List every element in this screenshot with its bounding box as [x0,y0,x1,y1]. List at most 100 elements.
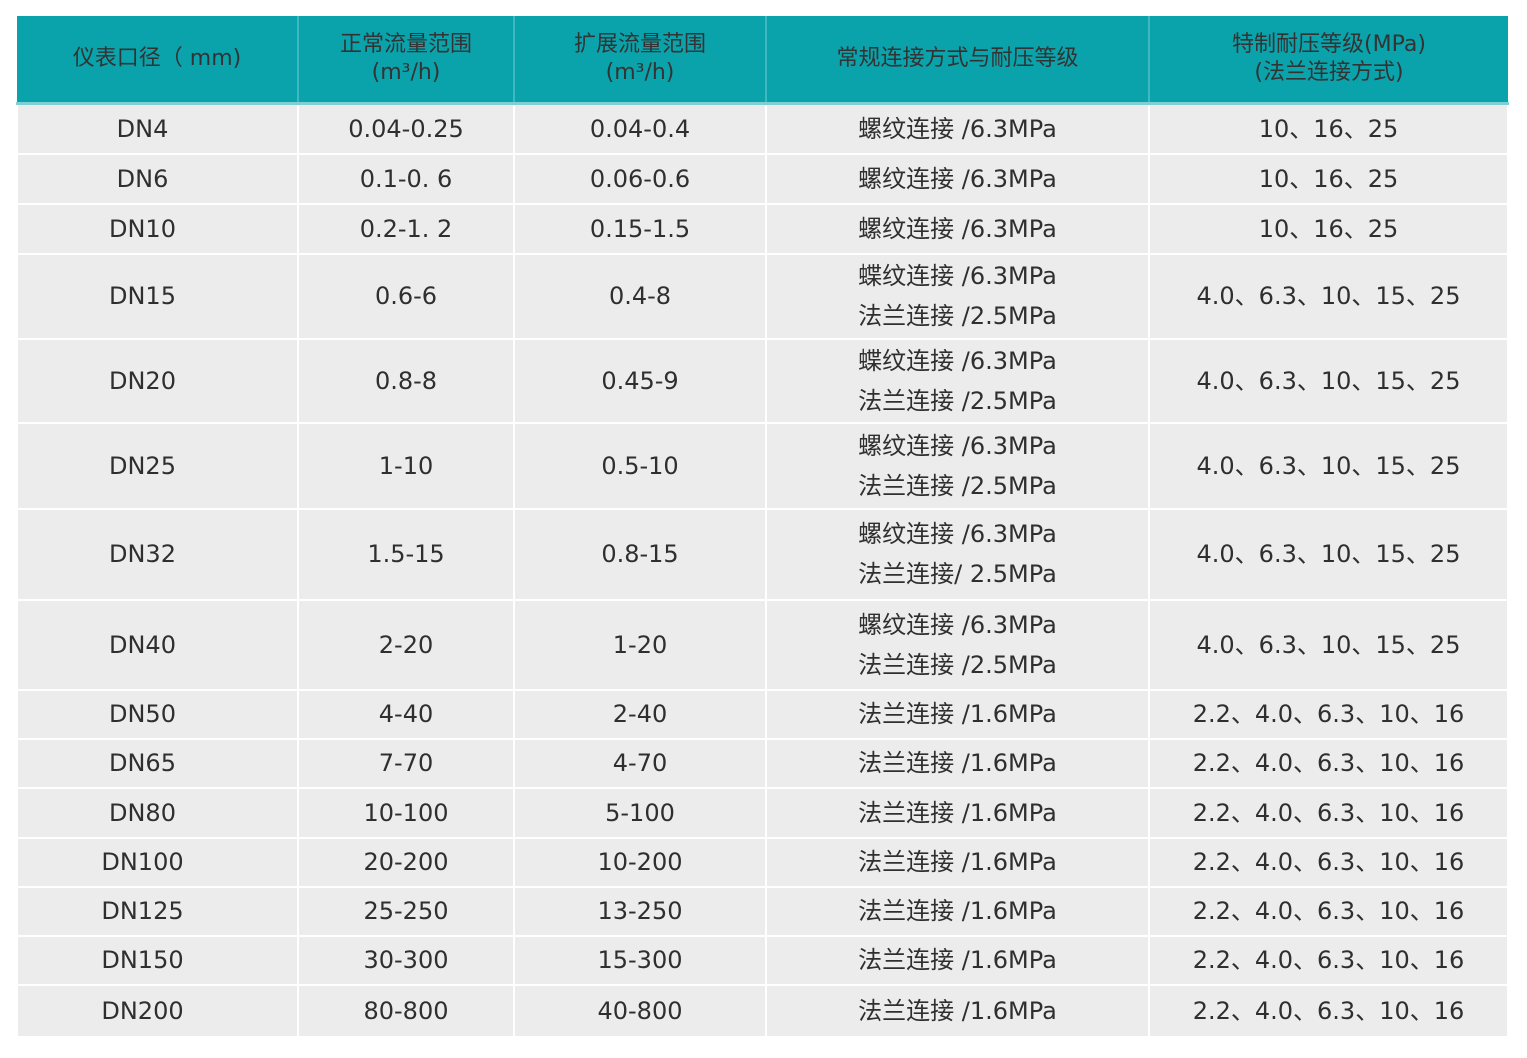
table-row: DN200 80-800 40-800 法兰连接 /1.6MPa 2.2、4.0、6.3… [16,983,1509,1038]
table-row: DN150 30-300 15-300 法兰连接 /1.6MPa 2.2、4.0、6.3… [16,934,1509,986]
cell-connection: 法兰连接 /1.6MPa [765,786,1150,839]
table-row: DN6 0.1-0. 6 0.06-0.6 螺纹连接 /6.3MPa 10、16、25 [16,152,1509,205]
header-line: 常规连接方式与耐压等级 [836,46,1079,71]
table-row: DN32 1.5-15 0.8-15 螺纹连接 /6.3MPa 法兰连接/ 2.5MPa… [16,507,1509,601]
connection-line: 螺纹连接 /6.3MPa [858,164,1057,193]
connection-line: 法兰连接/ 2.5MPa [858,560,1057,588]
cell-connection: 法兰连接 /1.6MPa [765,688,1150,740]
connection-line: 法兰连接 /1.6MPa [858,996,1057,1025]
cell-extended-flow: 0.45-9 [513,337,767,424]
connection-line: 法兰连接 /2.5MPa [858,386,1057,415]
cell-extended-flow: 0.06-0.6 [513,152,767,205]
cell-normal-flow: 10-100 [297,786,515,839]
cell-size: DN15 [16,252,299,340]
table-body: DN4 0.04-0.25 0.04-0.4 螺纹连接 /6.3MPa 10、16、25… [16,102,1509,1038]
cell-size: DN25 [16,421,299,510]
cell-extended-flow: 0.5-10 [513,421,767,510]
cell-special-pressure: 4.0、6.3、10、15、25 [1148,507,1509,601]
cell-normal-flow: 0.2-1. 2 [297,202,515,255]
table-row: DN40 2-20 1-20 螺纹连接 /6.3MPa 法兰连接 /2.5MPa 4.0、… [16,598,1509,691]
cell-size: DN100 [16,836,299,888]
cell-size: DN65 [16,737,299,789]
cell-size: DN20 [16,337,299,424]
cell-normal-flow: 2-20 [297,598,515,691]
cell-special-pressure: 2.2、4.0、6.3、10、16 [1148,786,1509,839]
connection-line: 螺纹连接 /6.3MPa [858,520,1057,548]
cell-connection: 法兰连接 /1.6MPa [765,934,1150,986]
cell-size: DN150 [16,934,299,986]
cell-normal-flow: 25-250 [297,885,515,937]
connection-line: 法兰连接 /1.6MPa [858,848,1057,876]
cell-size: DN32 [16,507,299,601]
connection-line: 法兰连接 /2.5MPa [858,471,1057,500]
table-row: DN100 20-200 10-200 法兰连接 /1.6MPa 2.2、4.0、6.3… [16,836,1509,888]
cell-normal-flow: 30-300 [297,934,515,986]
table-row: DN50 4-40 2-40 法兰连接 /1.6MPa 2.2、4.0、6.3、10、1… [16,688,1509,740]
connection-line: 法兰连接 /1.6MPa [858,700,1057,728]
cell-connection: 法兰连接 /1.6MPa [765,983,1150,1038]
cell-connection: 螺纹连接 /6.3MPa [765,152,1150,205]
connection-line: 法兰连接 /1.6MPa [858,798,1057,827]
cell-size: DN40 [16,598,299,691]
cell-special-pressure: 2.2、4.0、6.3、10、16 [1148,885,1509,937]
header-line: (法兰连接方式) [1254,60,1404,85]
cell-connection: 螺纹连接 /6.3MPa 法兰连接 /2.5MPa [765,598,1150,691]
cell-size: DN200 [16,983,299,1038]
cell-size: DN6 [16,152,299,205]
cell-extended-flow: 0.15-1.5 [513,202,767,255]
header-line: (m³/h) [605,60,675,85]
connection-line: 蝶纹连接 /6.3MPa [858,346,1057,375]
cell-normal-flow: 0.6-6 [297,252,515,340]
header-line: 扩展流量范围 [573,32,706,57]
cell-extended-flow: 10-200 [513,836,767,888]
cell-normal-flow: 4-40 [297,688,515,740]
cell-special-pressure: 10、16、25 [1148,152,1509,205]
cell-size: DN50 [16,688,299,740]
cell-connection: 螺纹连接 /6.3MPa 法兰连接/ 2.5MPa [765,507,1150,601]
cell-extended-flow: 1-20 [513,598,767,691]
cell-extended-flow: 15-300 [513,934,767,986]
header-special-pressure: 特制耐压等级(MPa) (法兰连接方式) [1149,16,1508,105]
cell-extended-flow: 2-40 [513,688,767,740]
cell-connection: 螺纹连接 /6.3MPa [765,102,1150,155]
table-row: DN4 0.04-0.25 0.04-0.4 螺纹连接 /6.3MPa 10、16、25 [16,102,1509,155]
cell-special-pressure: 4.0、6.3、10、15、25 [1148,337,1509,424]
table-row: DN20 0.8-8 0.45-9 蝶纹连接 /6.3MPa 法兰连接 /2.5MPa 4… [16,337,1509,424]
cell-special-pressure: 2.2、4.0、6.3、10、16 [1148,983,1509,1038]
table-row: DN65 7-70 4-70 法兰连接 /1.6MPa 2.2、4.0、6.3、10、1… [16,737,1509,789]
cell-connection: 蝶纹连接 /6.3MPa 法兰连接 /2.5MPa [765,337,1150,424]
cell-size: DN80 [16,786,299,839]
flow-spec-table: 仪表口径（ mm) 正常流量范围 (m³/h) 扩展流量范围 (m³/h) 常规连接方式与… [16,16,1509,1038]
connection-line: 法兰连接 /2.5MPa [858,302,1057,330]
cell-connection: 法兰连接 /1.6MPa [765,836,1150,888]
cell-normal-flow: 1.5-15 [297,507,515,601]
connection-line: 法兰连接 /1.6MPa [858,749,1057,777]
cell-special-pressure: 10、16、25 [1148,102,1509,155]
header-row: 仪表口径（ mm) 正常流量范围 (m³/h) 扩展流量范围 (m³/h) 常规连接方式与… [17,16,1508,105]
connection-line: 螺纹连接 /6.3MPa [858,214,1057,243]
table-row: DN15 0.6-6 0.4-8 蝶纹连接 /6.3MPa 法兰连接 /2.5MPa 4.… [16,252,1509,340]
cell-normal-flow: 0.04-0.25 [297,102,515,155]
connection-line: 螺纹连接 /6.3MPa [858,114,1057,143]
cell-special-pressure: 2.2、4.0、6.3、10、16 [1148,836,1509,888]
cell-special-pressure: 4.0、6.3、10、15、25 [1148,252,1509,340]
header-line: (m³/h) [371,60,441,85]
cell-special-pressure: 4.0、6.3、10、15、25 [1148,421,1509,510]
cell-normal-flow: 0.1-0. 6 [297,152,515,205]
cell-extended-flow: 0.8-15 [513,507,767,601]
cell-normal-flow: 7-70 [297,737,515,789]
header-extended-flow: 扩展流量范围 (m³/h) [514,16,767,105]
cell-extended-flow: 4-70 [513,737,767,789]
cell-special-pressure: 2.2、4.0、6.3、10、16 [1148,688,1509,740]
cell-size: DN125 [16,885,299,937]
table-row: DN80 10-100 5-100 法兰连接 /1.6MPa 2.2、4.0、6.3、1… [16,786,1509,839]
header-line: 特制耐压等级(MPa) [1232,32,1426,57]
connection-line: 螺纹连接 /6.3MPa [858,610,1057,639]
cell-extended-flow: 40-800 [513,983,767,1038]
cell-extended-flow: 0.04-0.4 [513,102,767,155]
cell-extended-flow: 13-250 [513,885,767,937]
cell-normal-flow: 1-10 [297,421,515,510]
table-row: DN25 1-10 0.5-10 螺纹连接 /6.3MPa 法兰连接 /2.5MPa 4.… [16,421,1509,510]
connection-line: 法兰连接 /1.6MPa [858,946,1057,974]
cell-extended-flow: 0.4-8 [513,252,767,340]
